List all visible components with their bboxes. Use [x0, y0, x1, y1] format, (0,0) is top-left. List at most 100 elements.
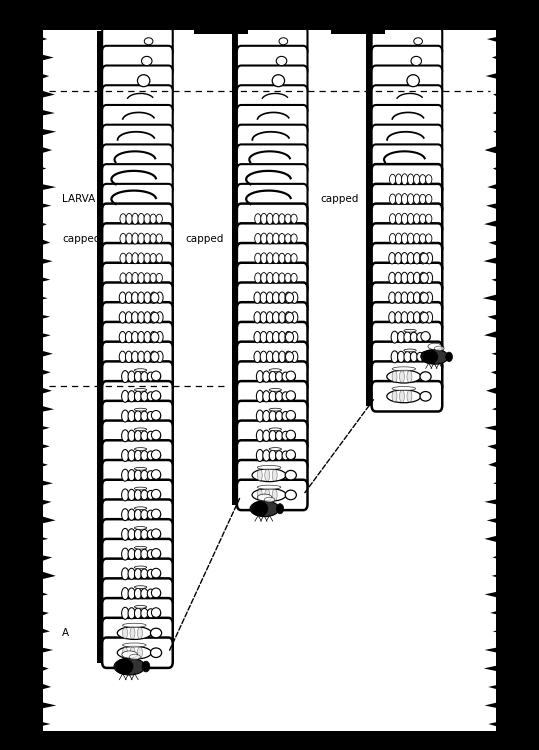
Ellipse shape	[138, 312, 144, 323]
Ellipse shape	[151, 371, 161, 380]
Ellipse shape	[273, 214, 279, 224]
Ellipse shape	[122, 651, 137, 658]
FancyBboxPatch shape	[102, 203, 172, 234]
Ellipse shape	[419, 175, 426, 184]
Ellipse shape	[286, 312, 294, 322]
Ellipse shape	[419, 234, 426, 243]
Ellipse shape	[120, 233, 126, 244]
Ellipse shape	[285, 312, 292, 323]
Bar	[367, 32, 376, 51]
Ellipse shape	[154, 431, 161, 440]
Ellipse shape	[285, 214, 291, 223]
Ellipse shape	[137, 646, 142, 658]
Ellipse shape	[134, 549, 141, 560]
FancyBboxPatch shape	[237, 243, 307, 274]
Ellipse shape	[151, 292, 159, 303]
Ellipse shape	[134, 490, 141, 500]
Bar	[367, 268, 376, 288]
Polygon shape	[0, 0, 539, 30]
Ellipse shape	[154, 590, 161, 598]
Ellipse shape	[391, 332, 398, 343]
Ellipse shape	[156, 351, 163, 362]
Ellipse shape	[134, 507, 147, 509]
Ellipse shape	[420, 312, 429, 322]
Ellipse shape	[137, 75, 150, 87]
Bar	[367, 110, 376, 130]
Ellipse shape	[413, 174, 420, 184]
Bar	[367, 248, 376, 268]
Ellipse shape	[252, 502, 268, 516]
Ellipse shape	[396, 233, 402, 244]
FancyBboxPatch shape	[102, 618, 172, 648]
Ellipse shape	[404, 332, 411, 342]
Ellipse shape	[141, 56, 152, 65]
Ellipse shape	[390, 194, 396, 204]
Ellipse shape	[138, 332, 144, 343]
Ellipse shape	[420, 272, 426, 284]
Ellipse shape	[282, 392, 289, 400]
FancyBboxPatch shape	[372, 46, 442, 76]
Ellipse shape	[134, 428, 147, 430]
Ellipse shape	[404, 352, 411, 362]
Bar	[97, 209, 107, 229]
Ellipse shape	[134, 369, 147, 371]
Ellipse shape	[414, 38, 423, 45]
Ellipse shape	[279, 233, 285, 244]
Ellipse shape	[282, 372, 289, 381]
Ellipse shape	[407, 233, 414, 244]
Ellipse shape	[277, 504, 284, 514]
Bar	[97, 70, 107, 91]
Ellipse shape	[263, 430, 270, 441]
Ellipse shape	[122, 410, 129, 422]
Ellipse shape	[426, 253, 433, 264]
FancyBboxPatch shape	[372, 184, 442, 214]
Ellipse shape	[134, 566, 147, 568]
Bar	[232, 288, 241, 308]
FancyBboxPatch shape	[102, 145, 172, 175]
Ellipse shape	[134, 448, 147, 451]
Ellipse shape	[286, 352, 294, 362]
Ellipse shape	[150, 332, 157, 343]
FancyBboxPatch shape	[102, 283, 172, 313]
Ellipse shape	[395, 272, 402, 284]
Bar	[367, 367, 376, 386]
Ellipse shape	[269, 391, 276, 401]
Ellipse shape	[282, 451, 289, 460]
Bar	[97, 544, 107, 564]
Ellipse shape	[151, 509, 161, 519]
Ellipse shape	[413, 272, 420, 284]
Bar	[232, 386, 241, 406]
FancyBboxPatch shape	[102, 480, 172, 510]
Bar	[97, 51, 107, 71]
Ellipse shape	[122, 587, 129, 599]
Ellipse shape	[285, 470, 296, 480]
Ellipse shape	[288, 452, 295, 460]
Ellipse shape	[407, 312, 414, 323]
Ellipse shape	[128, 450, 135, 461]
Ellipse shape	[134, 530, 141, 539]
Polygon shape	[0, 731, 539, 750]
Ellipse shape	[286, 391, 295, 400]
Ellipse shape	[396, 174, 402, 184]
Ellipse shape	[267, 213, 273, 224]
Ellipse shape	[285, 234, 291, 243]
Bar	[97, 327, 107, 347]
FancyBboxPatch shape	[102, 224, 172, 254]
Ellipse shape	[144, 233, 150, 244]
Ellipse shape	[279, 332, 286, 343]
Ellipse shape	[275, 411, 282, 421]
Bar	[232, 367, 241, 386]
Bar	[97, 505, 107, 524]
FancyBboxPatch shape	[237, 460, 307, 490]
Bar	[232, 426, 241, 445]
Bar	[97, 170, 107, 189]
Ellipse shape	[147, 471, 154, 480]
Ellipse shape	[134, 487, 147, 490]
Ellipse shape	[132, 253, 139, 264]
Bar	[367, 189, 376, 209]
Ellipse shape	[119, 332, 126, 343]
Ellipse shape	[134, 450, 141, 460]
Ellipse shape	[128, 430, 135, 441]
Ellipse shape	[150, 214, 156, 223]
FancyBboxPatch shape	[102, 243, 172, 274]
